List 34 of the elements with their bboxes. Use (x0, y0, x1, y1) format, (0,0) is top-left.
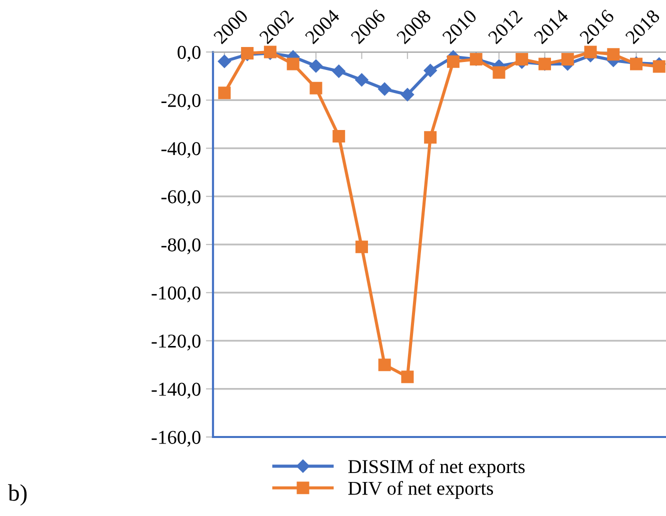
y-tick-label: -80,0 (161, 238, 200, 254)
y-tick-label: -140,0 (152, 382, 200, 399)
point (516, 52, 528, 66)
point (424, 131, 437, 144)
point (286, 58, 300, 70)
point (424, 64, 437, 78)
point (492, 66, 506, 79)
point (607, 48, 620, 61)
legend-label: DIV of net exports (348, 481, 493, 499)
y-tick-label: 0,0 (178, 46, 200, 62)
y-tick-label: -160,0 (152, 430, 200, 447)
point (378, 358, 391, 372)
y-tick-label: -20,0 (161, 94, 200, 110)
point (332, 64, 346, 78)
y-tick-label: -40,0 (161, 142, 200, 158)
point (561, 52, 574, 66)
legend-label: DISSIM of net exports (348, 459, 525, 478)
point (218, 86, 231, 100)
point (355, 240, 368, 254)
point (332, 130, 346, 142)
point (378, 82, 392, 96)
point (401, 370, 414, 384)
y-tick-label: -60,0 (161, 190, 200, 206)
y-tick-label: -100,0 (152, 286, 200, 302)
y-tick-label: -120,0 (152, 334, 200, 350)
point (652, 60, 666, 73)
point (309, 59, 323, 73)
point (584, 46, 597, 58)
point (446, 55, 460, 68)
point (400, 88, 414, 102)
point (310, 82, 322, 94)
point (218, 54, 232, 68)
text: b) (8, 484, 27, 506)
point (355, 73, 368, 86)
